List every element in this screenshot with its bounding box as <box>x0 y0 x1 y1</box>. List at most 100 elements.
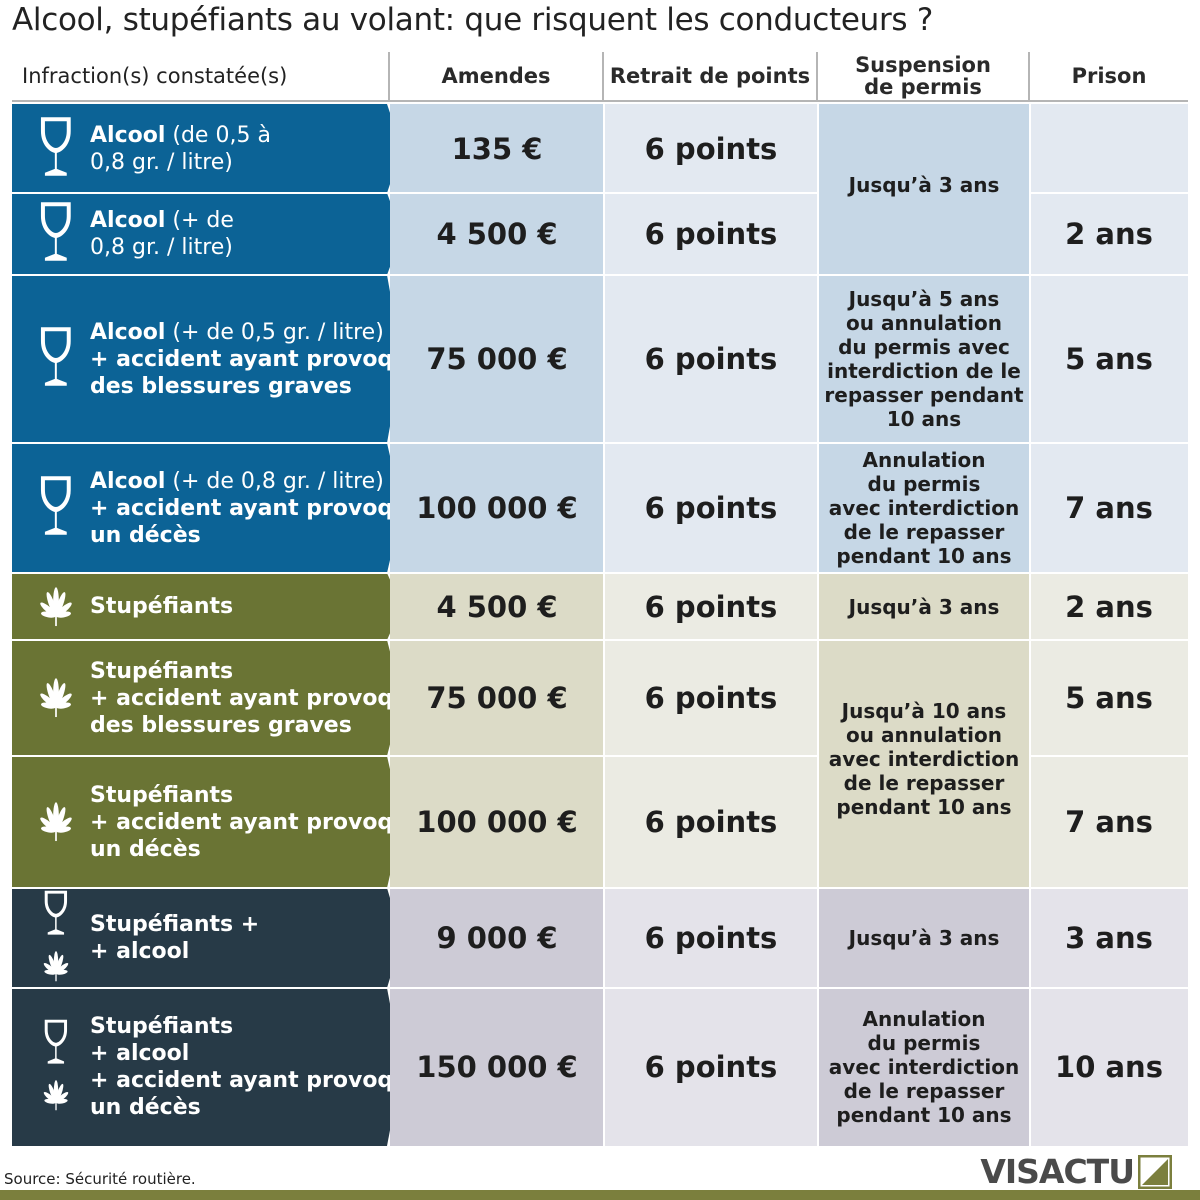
suspension-line: ou annulation <box>846 723 1002 747</box>
suspension-cell: Jusqu’à 3 ans <box>818 573 1030 640</box>
suspension-line: du permis <box>867 1031 981 1055</box>
infraction-line: Alcool (+ de 0,8 gr. / litre) <box>90 468 388 495</box>
amende-cell-value: 75 000 € <box>426 681 568 715</box>
amende-cell-value: 9 000 € <box>436 921 558 955</box>
infraction-icons <box>26 443 86 573</box>
wine-glass-icon <box>36 325 76 393</box>
infraction-cell: Stupéfiants + accident ayant provoqué des … <box>12 640 402 756</box>
infraction-strong: Stupéfiants <box>90 658 234 684</box>
infraction-line: des blessures graves <box>90 373 388 400</box>
prison-cell-value: 5 ans <box>1065 342 1153 376</box>
cannabis-leaf-icon <box>29 582 83 632</box>
infraction-detail: (+ de <box>165 208 234 233</box>
infraction-strong: un décès <box>90 522 201 548</box>
infraction-label: Stupéfiants + alcool + accident ayant prov… <box>90 988 402 1146</box>
prison-cell: 5 ans <box>1030 275 1188 443</box>
suspension-text: Jusqu’à 3 ans <box>849 926 1000 950</box>
cannabis-leaf-icon <box>29 797 83 847</box>
prison-cell: 5 ans <box>1030 640 1188 756</box>
infraction-cell: Alcool (+ de 0,8 gr. / litre) + accident … <box>12 443 402 573</box>
amende-cell: 75 000 € <box>390 275 604 443</box>
prison-cell: 7 ans <box>1030 443 1188 573</box>
infraction-detail: 0,8 gr. / litre) <box>90 149 233 175</box>
infraction-line: + accident ayant provoqué <box>90 685 402 712</box>
prison-cell-value: 2 ans <box>1065 589 1153 624</box>
amende-cell: 135 € <box>390 104 604 193</box>
infraction-strong: + alcool <box>90 939 190 964</box>
prison-cell-value: 7 ans <box>1065 805 1153 839</box>
points-cell: 6 points <box>604 193 818 275</box>
row-divider <box>1030 987 1188 989</box>
row-divider <box>1030 887 1188 889</box>
infraction-strong: Stupéfiants <box>90 782 234 808</box>
points-cell: 6 points <box>604 988 818 1146</box>
amende-cell-value: 75 000 € <box>426 342 568 376</box>
amende-cell: 4 500 € <box>390 573 604 640</box>
row-divider <box>12 274 818 276</box>
amende-cell-value: 4 500 € <box>436 589 558 624</box>
row-divider <box>1030 572 1188 574</box>
row-divider <box>12 987 818 989</box>
wine-glass-icon <box>36 474 76 542</box>
infraction-label: Alcool (+ de 0,8 gr. / litre) <box>90 193 388 275</box>
prison-cell: 10 ans <box>1030 988 1188 1146</box>
suspension-line: Jusqu’à 3 ans <box>848 926 1000 950</box>
suspension-cell: Annulation du permis avec interdiction de l… <box>818 988 1030 1146</box>
source-note: Source: Sécurité routière. <box>4 1170 196 1188</box>
infraction-icons <box>26 275 86 443</box>
amende-cell-value: 4 500 € <box>436 217 558 251</box>
row-divider <box>12 887 818 889</box>
row-divider <box>12 442 818 444</box>
suspension-line: du permis <box>867 472 981 496</box>
points-cell-value: 6 points <box>644 589 778 624</box>
infraction-label: Stupéfiants + + alcool <box>90 888 388 988</box>
cannabis-leaf-icon <box>35 947 77 987</box>
infraction-icons <box>26 756 86 888</box>
infraction-cell: Alcool (+ de 0,5 gr. / litre) + accident … <box>12 275 402 443</box>
points-cell-value: 6 points <box>644 1050 778 1084</box>
infraction-label: Alcool (+ de 0,8 gr. / litre) + accident … <box>90 443 402 573</box>
visactu-logo: VISACTU <box>980 1152 1172 1191</box>
column-divider <box>603 104 605 1146</box>
suspension-line: Jusqu’à 3 ans <box>848 172 1000 197</box>
infraction-strong: + accident ayant provoqué <box>90 809 424 835</box>
suspension-line: Annulation <box>862 448 986 472</box>
infraction-detail: (+ de 0,8 gr. / litre) <box>165 468 384 494</box>
points-cell-value: 6 points <box>644 805 778 839</box>
infraction-icons <box>26 193 86 275</box>
row-divider <box>12 572 818 574</box>
points-cell: 6 points <box>604 104 818 193</box>
wine-glass-icon <box>41 889 71 941</box>
infraction-line: des blessures graves <box>90 712 388 739</box>
infraction-detail: (de 0,5 à <box>165 122 271 148</box>
header-suspension-line2: de permis <box>864 75 982 99</box>
suspension-line: avec interdiction <box>828 1055 1020 1079</box>
infraction-strong: Alcool <box>90 122 166 148</box>
header-retrait: Retrait de points <box>604 52 818 102</box>
cannabis-leaf-icon <box>35 1076 77 1116</box>
infraction-label: Alcool (+ de 0,5 gr. / litre) + accident … <box>90 275 402 443</box>
logo-text: VISACTU <box>980 1152 1135 1191</box>
row-divider <box>12 755 818 757</box>
suspension-cell: Jusqu’à 3 ans <box>818 104 1030 275</box>
amende-cell-value: 100 000 € <box>416 805 578 839</box>
suspension-line: avec interdiction <box>828 747 1020 771</box>
points-cell: 6 points <box>604 756 818 888</box>
points-cell-value: 6 points <box>644 342 778 376</box>
infraction-strong: + accident ayant provoqué <box>90 346 424 372</box>
suspension-text: Jusqu’à 3 ans <box>849 173 1000 197</box>
infraction-label: Stupéfiants + accident ayant provoqué des … <box>90 640 402 756</box>
row-divider <box>12 639 818 641</box>
chart-title: Alcool, stupéfiants au volant: que risqu… <box>12 2 933 38</box>
column-divider <box>817 104 819 1146</box>
infraction-strong: + accident ayant provoqué <box>90 685 424 711</box>
prison-cell-value: 10 ans <box>1055 1050 1163 1084</box>
infraction-line: + alcool <box>90 938 388 965</box>
infraction-label: Alcool (de 0,5 à 0,8 gr. / litre) <box>90 104 388 193</box>
prison-cell: 2 ans <box>1030 193 1188 275</box>
infraction-line: Alcool (+ de <box>90 207 388 234</box>
infraction-strong: un décès <box>90 836 201 862</box>
infraction-label: Stupéfiants <box>90 573 388 640</box>
prison-cell-value: 2 ans <box>1065 217 1153 251</box>
infraction-strong: + accident ayant provoqué <box>90 1068 424 1093</box>
